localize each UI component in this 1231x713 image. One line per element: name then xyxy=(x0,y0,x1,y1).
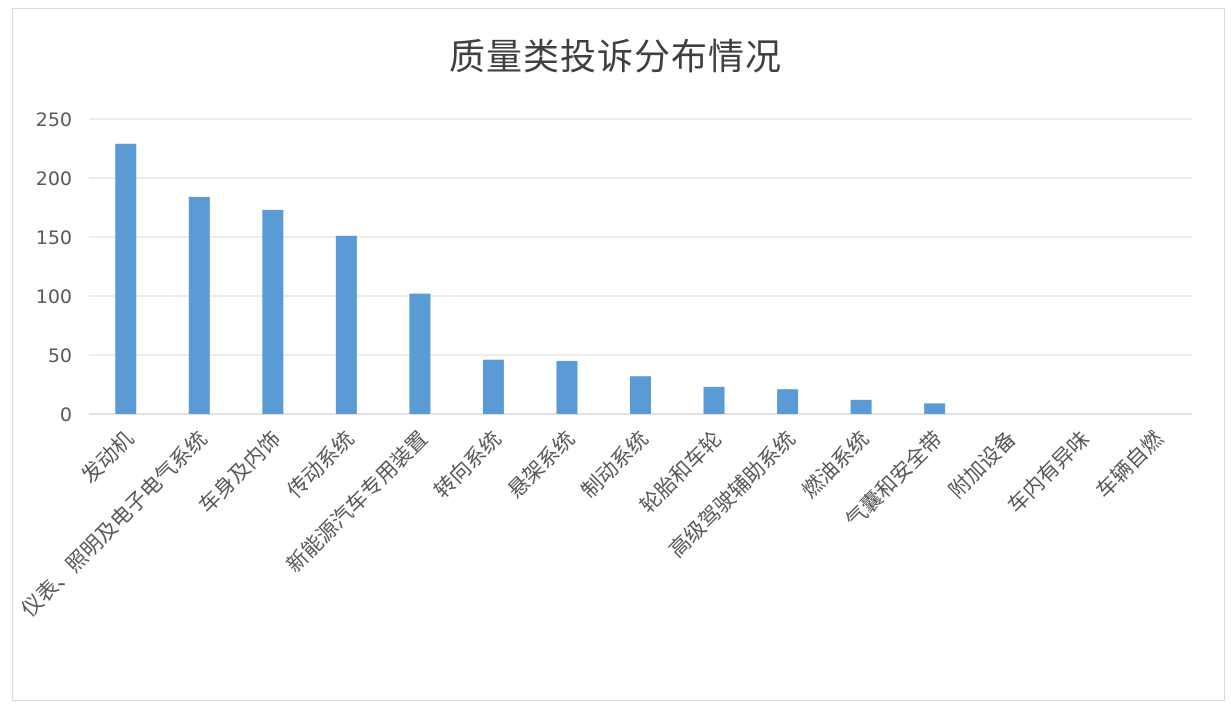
y-tick-label: 50 xyxy=(48,345,72,367)
y-tick-label: 200 xyxy=(36,168,72,190)
bar xyxy=(630,376,651,414)
x-category-label: 传动系统 xyxy=(283,427,359,503)
bar xyxy=(924,403,946,414)
bar xyxy=(262,209,284,414)
x-category-label: 悬架系统 xyxy=(503,427,579,503)
bar xyxy=(115,143,137,414)
x-category-label: 新能源汽车专用装置 xyxy=(282,427,433,578)
bar xyxy=(556,360,578,414)
y-tick-label: 0 xyxy=(60,404,72,426)
y-tick-label: 100 xyxy=(36,286,72,308)
y-tick-label: 250 xyxy=(36,109,72,131)
x-category-label: 附加设备 xyxy=(944,427,1020,503)
y-tick-label: 150 xyxy=(36,227,72,249)
x-category-label: 燃油系统 xyxy=(797,427,873,503)
x-category-label: 制动系统 xyxy=(577,427,653,503)
bar xyxy=(188,196,210,414)
bar xyxy=(703,386,725,414)
x-category-label: 高级驾驶辅助系统 xyxy=(664,427,800,563)
x-category-label: 发动机 xyxy=(77,427,139,489)
bar xyxy=(850,399,872,414)
x-category-label: 转向系统 xyxy=(430,427,506,503)
bar xyxy=(482,359,504,414)
bar xyxy=(335,235,357,414)
bar xyxy=(409,293,431,414)
chart-title: 质量类投诉分布情况 xyxy=(448,37,782,78)
bar xyxy=(777,389,799,414)
x-category-label: 车辆自燃 xyxy=(1091,427,1167,503)
